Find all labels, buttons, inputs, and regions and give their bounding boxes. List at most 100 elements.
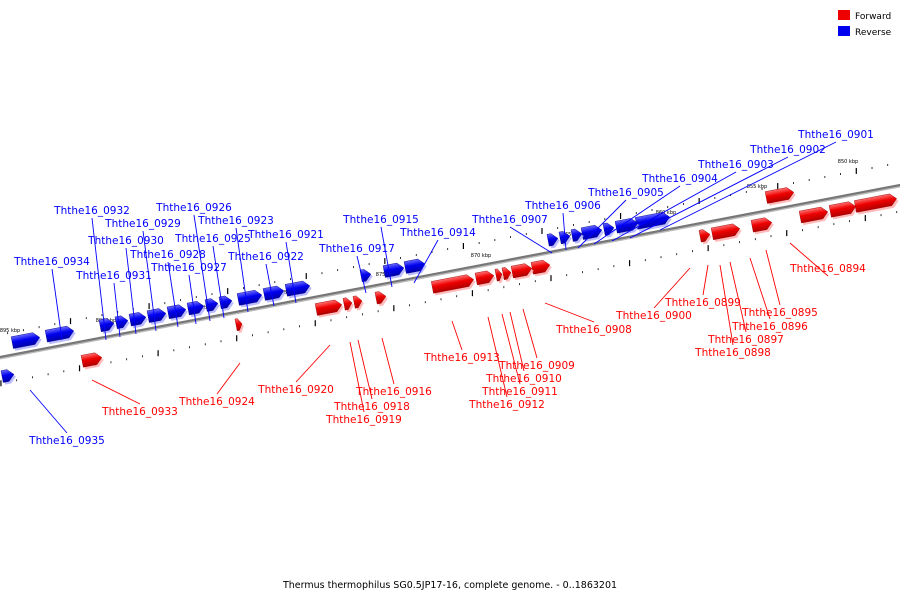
gene-arrow — [510, 263, 534, 281]
gene-leader-line — [765, 249, 781, 306]
ruler-label: 870 kbp — [471, 253, 491, 259]
gene-leader-line — [653, 267, 691, 309]
gene-label: Ththe16_0927 — [150, 262, 227, 274]
forward-legend-swatch — [838, 10, 850, 20]
gene-leader-line — [501, 313, 521, 385]
gene-arrow — [546, 233, 560, 249]
gene-leader-line — [577, 199, 627, 249]
gene-leader-line — [702, 264, 709, 296]
gene-arrow — [798, 206, 830, 226]
axis-shadow — [0, 185, 900, 360]
gene-label: Ththe16_0902 — [749, 144, 826, 156]
gene-label: Ththe16_0918 — [333, 401, 410, 413]
gene-label: Ththe16_0934 — [13, 256, 90, 268]
gene-leader-line — [357, 339, 373, 400]
ruler-label: 855 kbp — [747, 184, 767, 190]
gene-leader-line — [235, 227, 249, 313]
gene-arrow — [431, 274, 476, 296]
gene-leader-line — [593, 185, 681, 245]
gene-label: Ththe16_0926 — [155, 202, 232, 214]
gene-leader-line — [789, 242, 829, 277]
gene-label: Ththe16_0906 — [524, 200, 601, 212]
gene-label: Ththe16_0915 — [342, 214, 419, 226]
forward-legend-label: Forward — [855, 12, 891, 22]
gene-label: Ththe16_0900 — [615, 310, 692, 322]
gene-label: Ththe16_0920 — [257, 384, 334, 396]
gene-arrow — [828, 201, 858, 220]
gene-leader-line — [356, 255, 367, 294]
gene-leader-line — [659, 141, 837, 231]
gene-label: Ththe16_0924 — [178, 396, 255, 408]
gene-label: Ththe16_0916 — [355, 386, 432, 398]
gene-arrow — [570, 228, 584, 244]
gene-arrow — [558, 231, 572, 247]
gene-arrow — [854, 193, 899, 215]
gene-leader-line — [91, 379, 141, 405]
ruler-label: 895 kbp — [0, 328, 20, 334]
gene-leader-line — [125, 247, 137, 335]
gene-leader-line — [544, 302, 595, 323]
gene-leader-line — [451, 320, 463, 351]
gene-leader-line — [212, 245, 225, 319]
gene-arrow — [236, 289, 264, 308]
gene-leader-line — [749, 257, 771, 320]
gene-label: Ththe16_0910 — [485, 373, 562, 385]
gene-arrow — [403, 258, 427, 276]
legend: Forward Reverse — [838, 10, 892, 38]
gene-label: Ththe16_0895 — [741, 307, 818, 319]
gene-label: Ththe16_0894 — [789, 263, 866, 275]
gene-label: Ththe16_0914 — [399, 227, 476, 239]
gene-leader-line — [285, 241, 297, 304]
gene-label: Ththe16_0896 — [731, 321, 808, 333]
gene-label: Ththe16_0933 — [101, 406, 178, 418]
gene-leader-line — [381, 337, 395, 385]
gene-label: Ththe16_0931 — [75, 270, 152, 282]
gene-leader-line — [167, 261, 179, 328]
gene-label: Ththe16_0929 — [104, 218, 181, 230]
gene-leader-line — [509, 311, 525, 372]
gene-label: Ththe16_0930 — [87, 235, 164, 247]
gene-arrow — [284, 280, 312, 299]
gene-arrow — [750, 217, 774, 235]
gene-label: Ththe16_0919 — [325, 414, 402, 426]
ruler-label: 860 kbp — [656, 210, 676, 216]
gene-label: Ththe16_0932 — [53, 205, 130, 217]
genome-caption: Thermus thermophilus SG0.5JP17-16, compl… — [282, 580, 617, 591]
gene-arrow — [128, 312, 148, 329]
gene-leader-line — [611, 171, 737, 242]
gene-leader-line — [265, 263, 275, 307]
gene-arrow — [501, 267, 513, 282]
gene-leader-line — [113, 282, 121, 338]
axis-line — [0, 183, 900, 359]
gene-arrow — [698, 229, 712, 245]
gene-arrow — [494, 268, 504, 284]
gene-label: Ththe16_0899 — [664, 297, 741, 309]
gene-leader-line — [562, 212, 567, 251]
gene-arrow — [634, 212, 672, 232]
gene-leader-line — [719, 264, 734, 346]
gene-leader-line — [142, 230, 157, 332]
gene-label: Ththe16_0917 — [318, 243, 395, 255]
gene-label: Ththe16_0925 — [174, 233, 251, 245]
gene-leader-line — [188, 274, 197, 325]
gene-arrow — [166, 304, 188, 321]
gene-labels: Ththe16_0894Ththe16_0895Ththe16_0896Thth… — [13, 129, 874, 447]
gene-label: Ththe16_0923 — [197, 215, 274, 227]
gene-label: Ththe16_0905 — [587, 187, 664, 199]
gene-leader-line — [509, 226, 553, 254]
gene-arrows — [0, 187, 899, 385]
gene-label: Ththe16_0897 — [707, 334, 784, 346]
gene-arrow — [234, 318, 244, 333]
gene-arrow — [10, 332, 42, 351]
gene-leader-line — [51, 268, 63, 341]
gene-arrow — [314, 299, 344, 318]
gene-leader-line — [91, 217, 107, 341]
gene-leader-line — [349, 341, 365, 413]
gene-arrow — [186, 301, 206, 318]
gene-arrow — [382, 262, 406, 280]
gene-label: Ththe16_0935 — [28, 435, 105, 447]
gene-arrow — [146, 308, 168, 325]
gene-label: Ththe16_0904 — [641, 173, 718, 185]
gene-leader-line — [629, 156, 789, 239]
